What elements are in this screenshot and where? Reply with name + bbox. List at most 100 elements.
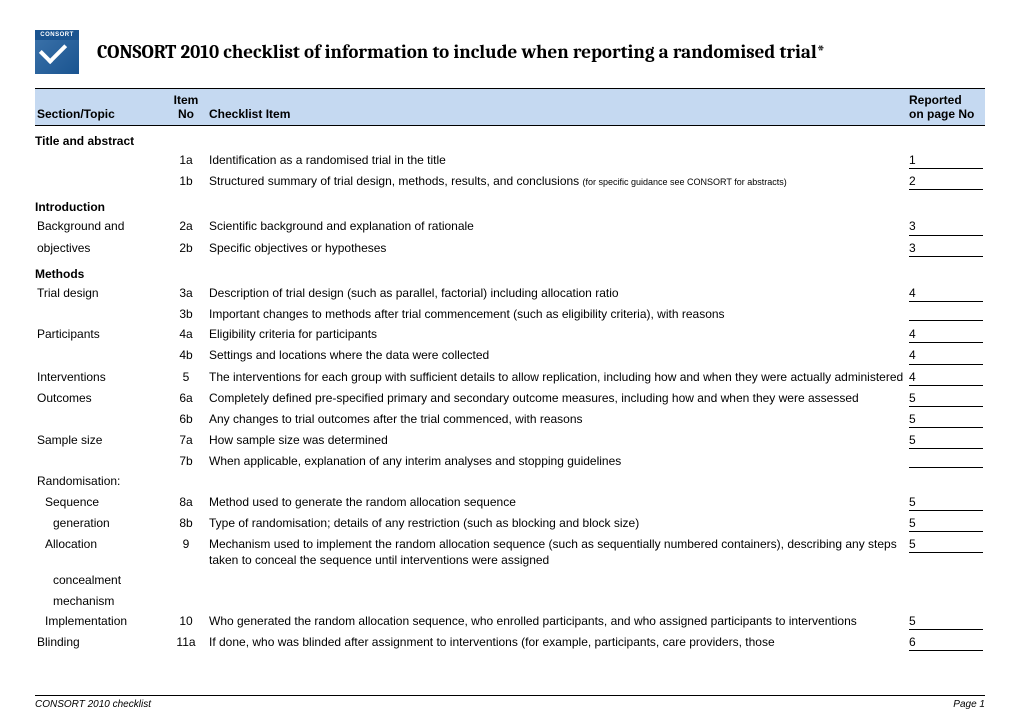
checklist-text-cell: Completely defined pre-specified primary… <box>207 388 907 409</box>
table-row: Interventions5The interventions for each… <box>35 367 985 388</box>
page-no-cell: 5 <box>907 534 985 570</box>
checklist-text-cell: How sample size was determined <box>207 430 907 451</box>
checklist-text-cell: Method used to generate the random alloc… <box>207 492 907 513</box>
page-no-value: 5 <box>909 613 983 630</box>
item-no-cell: 5 <box>165 367 207 388</box>
checklist-text-cell: Eligibility criteria for participants <box>207 324 907 345</box>
page-footer: CONSORT 2010 checklist Page 1 <box>35 695 985 710</box>
page-no-cell: 3 <box>907 216 985 237</box>
page-no-cell: 4 <box>907 283 985 304</box>
table-row: Sample size7aHow sample size was determi… <box>35 430 985 451</box>
checklist-text-cell: Important changes to methods after trial… <box>207 304 907 324</box>
checklist-note: (for specific guidance see CONSORT for a… <box>583 177 787 187</box>
page-no-cell: 5 <box>907 513 985 534</box>
item-no-cell: 8a <box>165 492 207 513</box>
page-no-value: 5 <box>909 494 983 511</box>
table-row: 6bAny changes to trial outcomes after th… <box>35 409 985 430</box>
logo-body <box>35 40 79 74</box>
checklist-text-cell <box>207 591 907 611</box>
section-topic-cell <box>35 304 165 324</box>
table-row: Allocation9Mechanism used to implement t… <box>35 534 985 570</box>
section-topic-cell: Randomisation: <box>35 471 165 491</box>
checklist-text-cell <box>207 570 907 590</box>
item-no-cell: 4a <box>165 324 207 345</box>
table-row: 7bWhen applicable, explanation of any in… <box>35 451 985 471</box>
section-topic-cell: Background and <box>35 216 165 237</box>
item-no-cell: 1a <box>165 150 207 171</box>
page-no-value: 4 <box>909 285 983 302</box>
page-no-cell <box>907 591 985 611</box>
header-section: Section/Topic <box>35 89 165 126</box>
table-row: 4bSettings and locations where the data … <box>35 345 985 366</box>
checklist-text-cell: Mechanism used to implement the random a… <box>207 534 907 570</box>
table-row: Randomisation: <box>35 471 985 491</box>
page-no-cell: 3 <box>907 238 985 259</box>
item-no-cell: 4b <box>165 345 207 366</box>
page-no-cell: 5 <box>907 430 985 451</box>
consort-logo: CONSORT <box>35 30 79 74</box>
section-topic-cell <box>35 451 165 471</box>
page-no-cell: 5 <box>907 409 985 430</box>
checklist-text-cell: Identification as a randomised trial in … <box>207 150 907 171</box>
page-no-value: 5 <box>909 515 983 532</box>
page-no-cell: 5 <box>907 492 985 513</box>
item-no-cell: 11a <box>165 632 207 653</box>
checklist-text-cell: Description of trial design (such as par… <box>207 283 907 304</box>
checklist-table: Section/Topic ItemNo Checklist Item Repo… <box>35 88 985 653</box>
page-no-cell: 4 <box>907 345 985 366</box>
item-no-cell <box>165 591 207 611</box>
item-no-cell: 3b <box>165 304 207 324</box>
section-topic-cell: concealment <box>35 570 165 590</box>
checklist-text-cell <box>207 471 907 491</box>
page-no-value: 4 <box>909 347 983 364</box>
checklist-text-cell: Type of randomisation; details of any re… <box>207 513 907 534</box>
page-no-cell: 1 <box>907 150 985 171</box>
page-no-cell: 5 <box>907 388 985 409</box>
table-row: Outcomes6aCompletely defined pre-specifi… <box>35 388 985 409</box>
section-topic-cell <box>35 345 165 366</box>
section-heading-row: Methods <box>35 259 985 283</box>
section-topic-cell: generation <box>35 513 165 534</box>
item-no-cell: 1b <box>165 171 207 192</box>
page-no-value: 4 <box>909 369 983 386</box>
checklist-text-cell: When applicable, explanation of any inte… <box>207 451 907 471</box>
section-topic-cell: Sequence <box>35 492 165 513</box>
page-no-cell <box>907 471 985 491</box>
checklist-text-cell: If done, who was blinded after assignmen… <box>207 632 907 653</box>
section-topic-cell: mechanism <box>35 591 165 611</box>
table-row: 3bImportant changes to methods after tri… <box>35 304 985 324</box>
page-no-value: 3 <box>909 240 983 257</box>
page-no-cell <box>907 451 985 471</box>
footer-left: CONSORT 2010 checklist <box>35 699 151 710</box>
item-no-cell: 6b <box>165 409 207 430</box>
page-no-value: 3 <box>909 218 983 235</box>
item-no-cell: 8b <box>165 513 207 534</box>
table-row: concealment <box>35 570 985 590</box>
page-no-cell: 4 <box>907 324 985 345</box>
checkmark-icon <box>39 36 67 64</box>
checklist-text-cell: The interventions for each group with su… <box>207 367 907 388</box>
item-no-cell <box>165 471 207 491</box>
checklist-text-cell: Settings and locations where the data we… <box>207 345 907 366</box>
header-checklist: Checklist Item <box>207 89 907 126</box>
page-no-value: 1 <box>909 152 983 169</box>
document-header: CONSORT CONSORT 2010 checklist of inform… <box>35 30 985 74</box>
item-no-cell: 3a <box>165 283 207 304</box>
section-topic-cell: Implementation <box>35 611 165 632</box>
item-no-cell: 7a <box>165 430 207 451</box>
table-row: objectives2bSpecific objectives or hypot… <box>35 238 985 259</box>
checklist-text-cell: Structured summary of trial design, meth… <box>207 171 907 192</box>
table-row: Participants4aEligibility criteria for p… <box>35 324 985 345</box>
section-topic-cell <box>35 171 165 192</box>
table-row: Blinding11aIf done, who was blinded afte… <box>35 632 985 653</box>
table-row: 1aIdentification as a randomised trial i… <box>35 150 985 171</box>
section-topic-cell: Interventions <box>35 367 165 388</box>
checklist-text-cell: Who generated the random allocation sequ… <box>207 611 907 632</box>
item-no-cell: 10 <box>165 611 207 632</box>
item-no-cell: 7b <box>165 451 207 471</box>
page-no-value: 4 <box>909 326 983 343</box>
header-item-no: ItemNo <box>165 89 207 126</box>
item-no-cell <box>165 570 207 590</box>
item-no-cell: 6a <box>165 388 207 409</box>
page-no-cell <box>907 304 985 324</box>
